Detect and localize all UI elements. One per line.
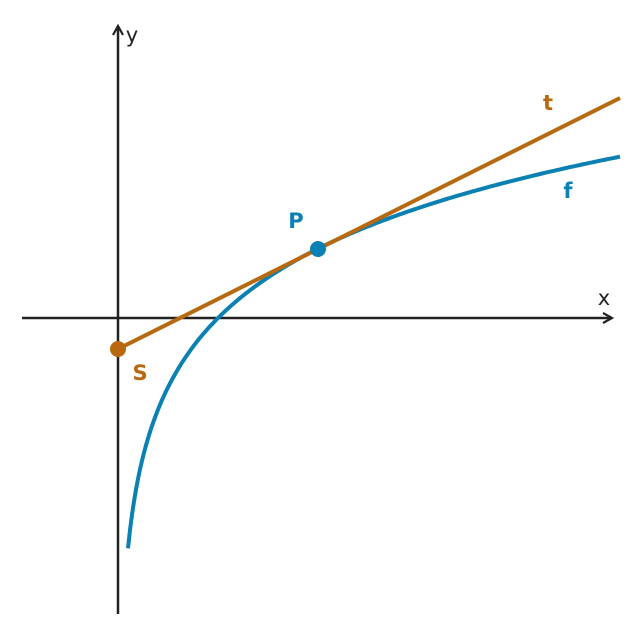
tangent-point <box>310 241 326 257</box>
function-curve <box>126 154 621 549</box>
curve-label: t <box>543 91 553 115</box>
point-label: P <box>288 209 303 233</box>
tangent-line <box>117 96 621 351</box>
curve-label: f <box>563 179 573 203</box>
x-axis-label: x <box>598 286 610 310</box>
intercept-point <box>110 341 126 357</box>
point-label: S <box>132 361 147 385</box>
y-axis-label: y <box>126 23 138 47</box>
